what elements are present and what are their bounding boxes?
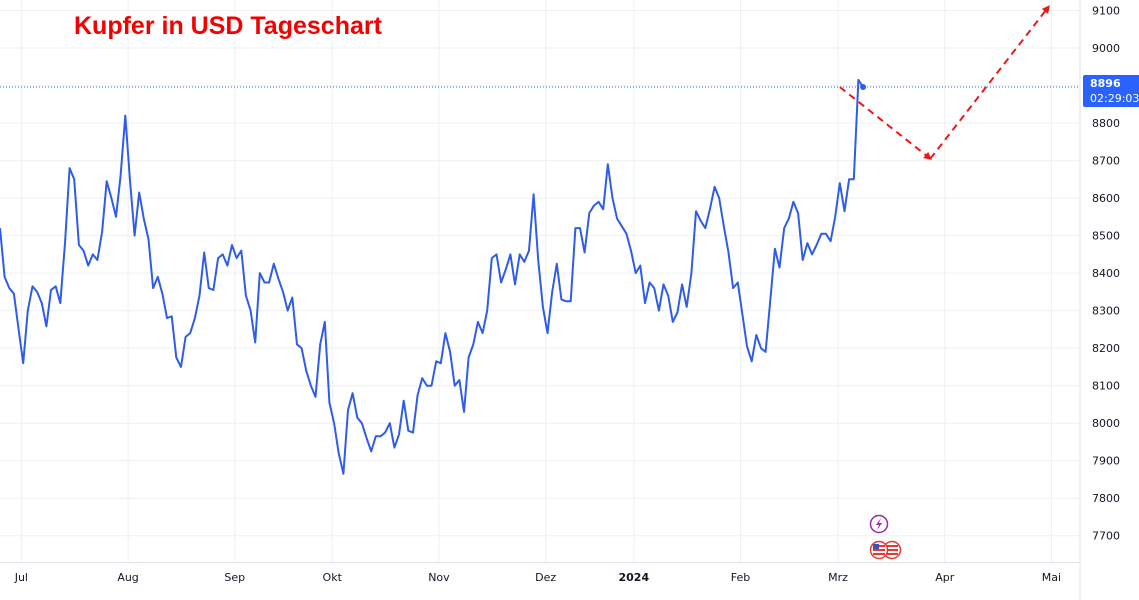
x-tick-label: Nov (428, 571, 450, 584)
y-tick-label: 8600 (1092, 192, 1120, 205)
chart-title: Kupfer in USD Tageschart (74, 12, 382, 40)
y-tick-label: 8500 (1092, 230, 1120, 243)
time-axis[interactable]: Jul Aug Sep Okt Nov Dez 2024 Feb Mrz Apr Mai (14, 571, 1061, 584)
x-tick-label: Feb (731, 571, 750, 584)
y-tick-label: 8000 (1092, 417, 1120, 430)
x-tick-label: Aug (117, 571, 138, 584)
y-tick-label: 7800 (1092, 492, 1120, 505)
price-line (0, 78, 864, 475)
event-markers-graphic (869, 514, 902, 560)
y-tick-label: 8800 (1092, 117, 1120, 130)
x-tick-label: Dez (535, 571, 556, 584)
x-tick-label: Okt (323, 571, 343, 584)
x-tick-label: 2024 (619, 571, 650, 584)
y-tick-label: 8700 (1092, 155, 1120, 168)
x-tick-label: Apr (935, 571, 955, 584)
y-tick-label: 9000 (1092, 42, 1120, 55)
y-tick-label: 7900 (1092, 455, 1120, 468)
bar-countdown: 02:29:03 (1090, 92, 1139, 105)
lightning-icon[interactable] (869, 514, 889, 534)
forecast-arrow (839, 5, 1050, 160)
last-point (860, 84, 867, 91)
grid (0, 0, 1081, 600)
y-tick-label: 9100 (1092, 5, 1120, 18)
price-series (0, 78, 867, 475)
x-tick-label: Mrz (828, 571, 848, 584)
forecast-segment (839, 86, 932, 160)
x-tick-label: Sep (224, 571, 245, 584)
y-tick-label: 8100 (1092, 380, 1120, 393)
y-tick-label: 8400 (1092, 267, 1120, 280)
y-tick-label: 8200 (1092, 342, 1120, 355)
y-tick-label: 7700 (1092, 530, 1120, 543)
y-tick-label: 8300 (1092, 305, 1120, 318)
us-flag-icon[interactable] (869, 540, 889, 560)
event-markers[interactable] (866, 514, 906, 562)
x-tick-label: Mai (1042, 571, 1061, 584)
forecast-segment (929, 5, 1050, 160)
x-tick-label: Jul (14, 571, 28, 584)
last-price-label: 8896 02:29:03 (1083, 75, 1139, 107)
last-price: 8896 (1090, 77, 1121, 90)
